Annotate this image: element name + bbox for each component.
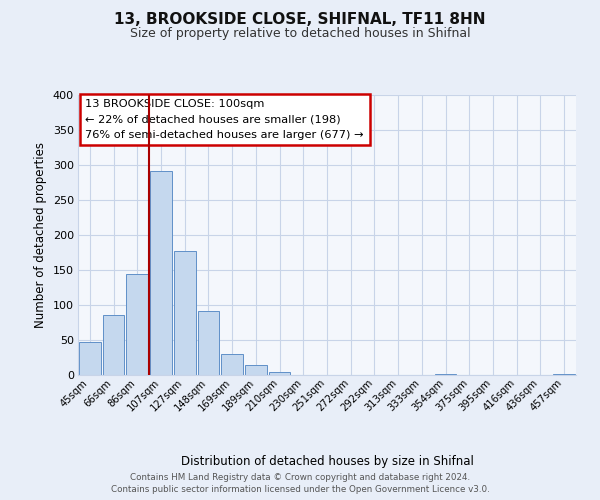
Bar [79,342,101,375]
Bar [150,170,172,375]
Text: 13, BROOKSIDE CLOSE, SHIFNAL, TF11 8HN: 13, BROOKSIDE CLOSE, SHIFNAL, TF11 8HN [114,12,486,28]
Text: Contains HM Land Registry data © Crown copyright and database right 2024.: Contains HM Land Registry data © Crown c… [130,472,470,482]
Text: 13 BROOKSIDE CLOSE: 100sqm
← 22% of detached houses are smaller (198)
76% of sem: 13 BROOKSIDE CLOSE: 100sqm ← 22% of deta… [85,99,364,140]
Y-axis label: Number of detached properties: Number of detached properties [34,142,47,328]
X-axis label: Distribution of detached houses by size in Shifnal: Distribution of detached houses by size … [181,455,473,468]
Bar [245,365,267,375]
Bar [197,310,220,375]
Bar [269,372,290,375]
Text: Contains public sector information licensed under the Open Government Licence v3: Contains public sector information licen… [110,485,490,494]
Bar [174,251,196,375]
Bar [221,354,243,375]
Bar [127,274,148,375]
Text: Size of property relative to detached houses in Shifnal: Size of property relative to detached ho… [130,28,470,40]
Bar [434,374,457,375]
Bar [553,374,575,375]
Bar [103,315,124,375]
